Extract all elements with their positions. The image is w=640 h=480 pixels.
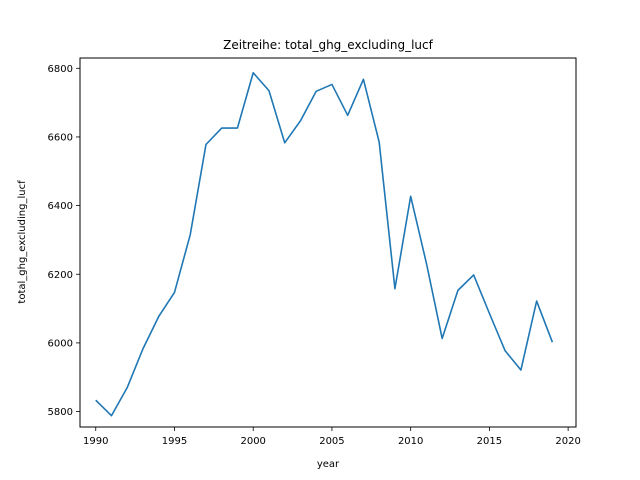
y-tick-label: 6800 (48, 64, 73, 75)
chart-title: Zeitreihe: total_ghg_excluding_lucf (223, 38, 433, 52)
x-tick-label: 1995 (162, 436, 187, 447)
x-tick-label: 2020 (555, 436, 580, 447)
x-axis-label: year (317, 459, 340, 470)
x-tick-label: 2000 (240, 436, 265, 447)
y-axis: 5800 6000 6200 6400 6600 6800 (48, 64, 80, 418)
y-tick-label: 6400 (48, 201, 73, 212)
x-tick-label: 2015 (477, 436, 502, 447)
plot-area (80, 58, 576, 427)
x-tick-label: 2005 (319, 436, 344, 447)
series-layer (95, 71, 554, 417)
axes-background (80, 58, 576, 427)
axes-frame (79, 57, 577, 428)
y-tick-label: 6000 (48, 338, 73, 349)
y-tick-label: 6600 (48, 132, 73, 143)
series-line (95, 71, 554, 417)
x-tick-label: 1990 (83, 436, 108, 447)
x-axis: 1990 1995 2000 2005 2010 2015 2020 (83, 427, 581, 447)
y-axis-label: total_ghg_excluding_lucf (17, 180, 28, 304)
y-tick-label: 6200 (48, 270, 73, 281)
x-tick-label: 2010 (398, 436, 423, 447)
y-tick-label: 5800 (48, 407, 73, 418)
